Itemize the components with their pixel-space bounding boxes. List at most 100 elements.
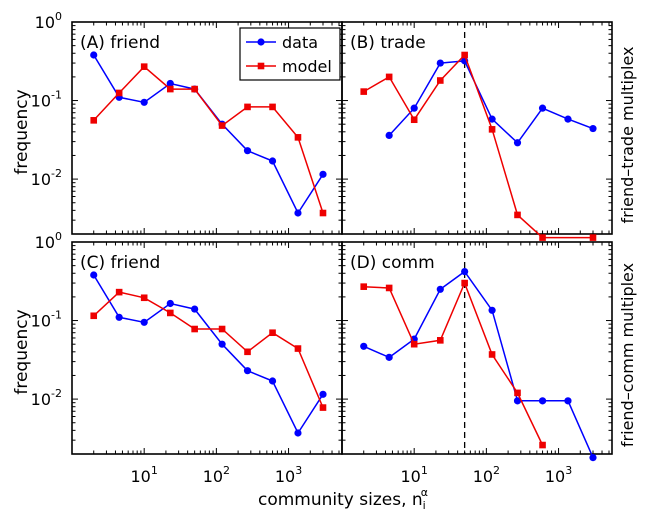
series-model-d-line — [363, 281, 544, 446]
x-tick-label-c: 101 — [131, 464, 158, 486]
y-tick-label-c-base: 10 — [31, 312, 51, 331]
model-point-b — [488, 126, 496, 133]
y-tick-label-a: 10-1 — [31, 89, 62, 111]
data-point-a — [140, 98, 148, 106]
data-point-a — [268, 157, 277, 165]
x-axis-label-main: community sizes, n — [258, 490, 423, 510]
data-point-d — [488, 306, 496, 314]
y-tick-label-a-base: 10 — [35, 13, 55, 32]
model-point-c — [218, 325, 226, 333]
y-tick-label-a: 100 — [35, 10, 62, 32]
data-point-b — [436, 59, 444, 67]
model-point-a — [218, 122, 226, 129]
model-point-c — [319, 404, 327, 411]
data-point-c — [166, 299, 174, 308]
model-point-a — [191, 85, 198, 93]
y-tick-label-c-exponent: -2 — [51, 387, 62, 400]
x-tick-label-c: 103 — [275, 464, 302, 486]
y-tick-label-c-exponent: -1 — [51, 309, 62, 322]
data-point-a — [166, 79, 174, 88]
model-point-b — [410, 116, 418, 124]
panel-d: 101 102 103(D) comm — [341, 241, 613, 486]
data-point-b — [385, 131, 393, 140]
model-point-a — [115, 89, 123, 97]
x-tick-label-d-exponent: 2 — [493, 464, 500, 477]
data-point-a — [319, 170, 327, 178]
x-tick-label-d: 101 — [401, 464, 428, 486]
x-tick-label-c-exponent: 3 — [295, 464, 302, 477]
x-tick-label-c-base: 10 — [131, 467, 151, 486]
model-point-c — [115, 288, 123, 296]
data-point-a — [243, 147, 252, 155]
data-point-a — [294, 209, 302, 217]
y-tick-label-c: 10-2 — [31, 387, 62, 409]
x-tick-label-c-base: 10 — [203, 467, 223, 486]
panel-title-c: (C) friend — [80, 253, 160, 273]
ticks-b — [341, 21, 612, 235]
y-tick-label-a-exponent: -2 — [51, 167, 62, 180]
model-point-a — [244, 103, 251, 111]
y-tick-label-c: 10-1 — [31, 309, 62, 331]
data-point-c — [268, 377, 277, 385]
data-point-d — [461, 267, 469, 276]
x-tick-label-d: 103 — [545, 464, 572, 486]
x-axis-label: community sizes, niα — [258, 486, 428, 512]
model-point-d — [410, 340, 418, 348]
x-tick-label-d-exponent: 3 — [565, 464, 572, 477]
data-point-c — [319, 390, 327, 398]
legend-box — [239, 27, 341, 81]
series-model-c-line — [93, 291, 324, 408]
panel-frame-b — [341, 21, 613, 235]
panel-frame-d — [341, 241, 613, 455]
x-tick-label-c-exponent: 1 — [151, 464, 158, 477]
x-axis-label-sub: i — [423, 499, 426, 512]
model-point-c — [269, 329, 276, 337]
data-point-c — [218, 340, 226, 348]
model-point-b — [385, 73, 393, 81]
data-point-c — [90, 271, 98, 279]
model-point-b — [461, 51, 468, 59]
y-axis-label-bottom: frequency — [12, 309, 32, 394]
x-tick-label-c-base: 10 — [275, 467, 295, 486]
row-label-bottom: friend–comm multiplex — [618, 263, 637, 447]
data-point-d — [589, 453, 597, 462]
y-tick-label-a-exponent: 0 — [55, 10, 62, 23]
data-point-a — [90, 51, 98, 59]
model-point-a — [269, 103, 276, 111]
series-data-c-line — [93, 274, 324, 435]
y-tick-label-a-base: 10 — [31, 170, 51, 189]
data-point-b — [589, 124, 597, 133]
model-point-d — [436, 337, 444, 344]
model-point-d — [385, 284, 393, 292]
panel-title-d: (D) comm — [350, 253, 435, 273]
y-tick-label-a-exponent: -1 — [51, 89, 62, 102]
x-tick-label-d-base: 10 — [401, 467, 421, 486]
y-tick-label-c-exponent: 0 — [55, 230, 62, 243]
data-point-c — [115, 313, 123, 321]
model-point-a — [294, 134, 302, 141]
model-point-d — [514, 389, 521, 397]
y-tick-label-c: 100 — [35, 230, 62, 252]
data-point-c — [140, 318, 148, 326]
series-model-b-line — [363, 53, 593, 239]
model-point-c — [90, 312, 98, 320]
model-point-b — [360, 88, 368, 95]
data-point-b — [513, 139, 522, 147]
data-point-d — [538, 397, 547, 405]
model-point-c — [191, 325, 198, 333]
panel-title-a: (A) friend — [80, 33, 160, 53]
model-point-b — [514, 211, 521, 219]
data-point-d — [436, 285, 444, 293]
x-tick-label-d-base: 10 — [545, 467, 565, 486]
legend-data-marker — [257, 38, 265, 46]
model-point-a — [140, 63, 148, 70]
x-tick-label-d: 102 — [473, 464, 500, 486]
series-model-a-line — [93, 65, 324, 214]
data-point-d — [564, 397, 572, 405]
model-point-d — [488, 351, 496, 358]
data-point-c — [243, 367, 252, 375]
model-point-c — [166, 309, 174, 317]
x-axis-label-sup: α — [421, 486, 428, 499]
data-point-b — [538, 104, 547, 112]
